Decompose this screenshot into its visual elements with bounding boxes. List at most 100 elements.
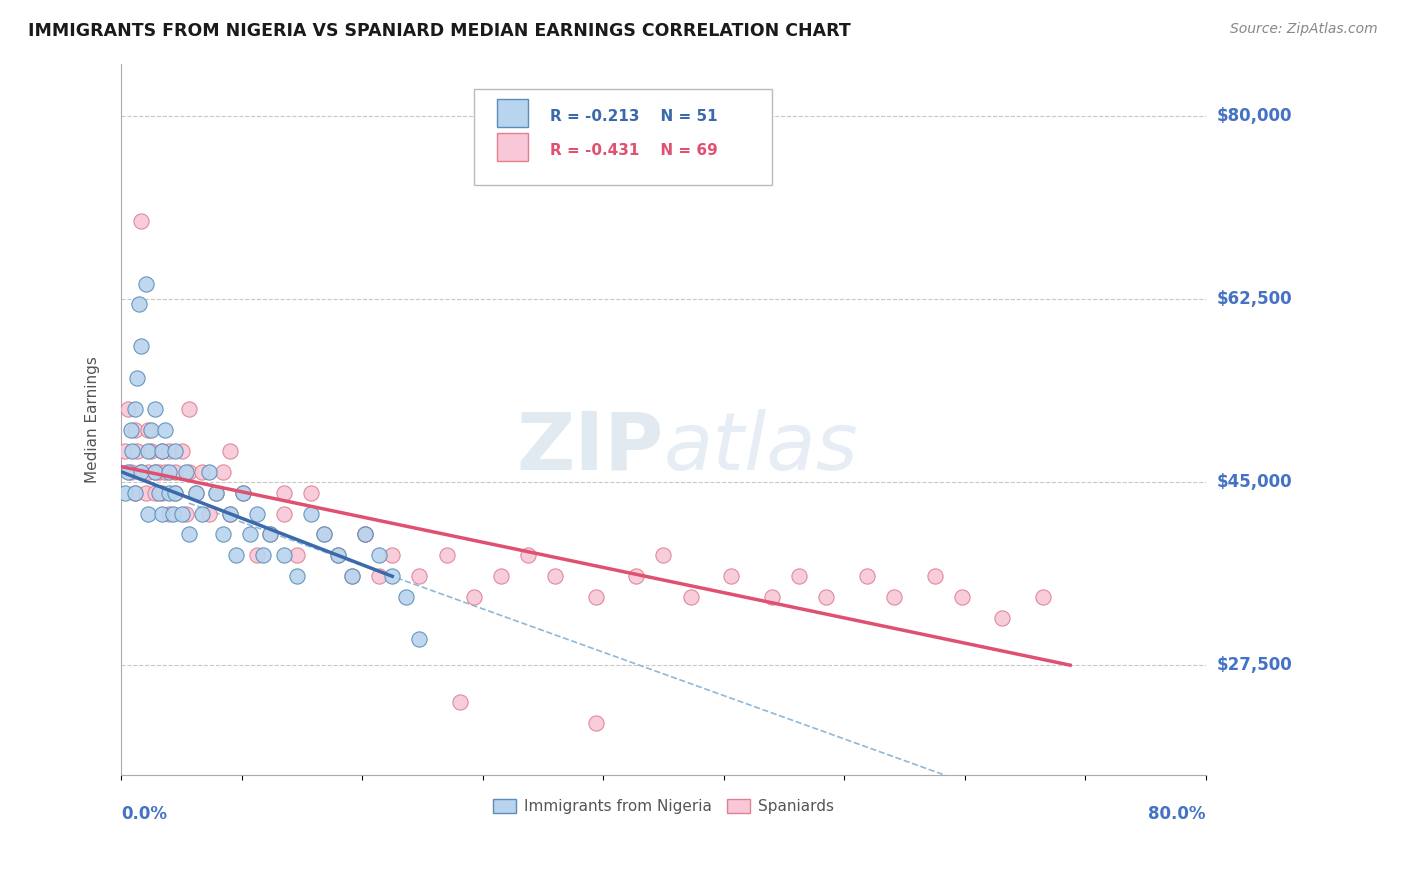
Point [157, 485, 180, 500]
Bar [498, 133, 527, 161]
Point [165, 465, 187, 479]
Point [172, 443, 194, 458]
Point [136, 423, 159, 437]
Point [287, 569, 309, 583]
Point [143, 485, 166, 500]
Point [114, 443, 136, 458]
Text: 80.0%: 80.0% [1149, 805, 1206, 823]
Point [177, 402, 200, 417]
Point [259, 527, 281, 541]
Point [787, 569, 810, 583]
Point [177, 527, 200, 541]
Point [924, 569, 946, 583]
Point [198, 507, 221, 521]
Point [246, 507, 269, 521]
Point [340, 569, 363, 583]
Point [184, 485, 207, 500]
Point [174, 507, 197, 521]
Point [136, 443, 159, 458]
Point [883, 591, 905, 605]
Point [218, 507, 240, 521]
Point [585, 715, 607, 730]
Point [211, 465, 233, 479]
Point [135, 485, 157, 500]
Point [127, 443, 149, 458]
Point [148, 485, 170, 500]
Point [991, 611, 1014, 625]
Point [626, 569, 648, 583]
Point [354, 527, 377, 541]
Point [143, 402, 166, 417]
Point [252, 549, 274, 563]
Point [761, 591, 783, 605]
Point [1032, 591, 1054, 605]
Point [124, 485, 146, 500]
Point [211, 527, 233, 541]
Point [436, 549, 458, 563]
Point [157, 507, 180, 521]
Text: R = -0.213    N = 51: R = -0.213 N = 51 [550, 109, 717, 124]
Point [489, 569, 512, 583]
Point [326, 549, 349, 563]
Point [381, 549, 404, 563]
Point [157, 465, 180, 479]
Point [367, 569, 389, 583]
Point [218, 443, 240, 458]
Point [232, 485, 254, 500]
Point [165, 485, 187, 500]
Point [174, 465, 197, 479]
Point [191, 465, 214, 479]
Point [131, 339, 153, 353]
Point [120, 423, 142, 437]
Point [198, 465, 221, 479]
Point [314, 527, 336, 541]
Point [135, 277, 157, 291]
Text: R = -0.431    N = 69: R = -0.431 N = 69 [550, 144, 717, 158]
Point [124, 423, 146, 437]
Point [120, 465, 142, 479]
Point [131, 465, 153, 479]
Point [127, 370, 149, 384]
Text: ZIP: ZIP [516, 409, 664, 487]
Text: $62,500: $62,500 [1216, 290, 1292, 309]
Text: $27,500: $27,500 [1216, 657, 1292, 674]
Point [273, 549, 295, 563]
Point [408, 632, 430, 646]
Point [131, 465, 153, 479]
Point [148, 465, 170, 479]
Point [720, 569, 742, 583]
Point [184, 485, 207, 500]
Point [299, 485, 322, 500]
Point [381, 569, 404, 583]
Point [165, 485, 187, 500]
Point [131, 214, 153, 228]
Text: $80,000: $80,000 [1216, 107, 1292, 126]
Point [340, 569, 363, 583]
Point [326, 549, 349, 563]
Point [191, 507, 214, 521]
Point [449, 695, 471, 709]
Point [136, 465, 159, 479]
Point [172, 507, 194, 521]
Point [165, 443, 187, 458]
Bar [498, 99, 527, 127]
Text: Source: ZipAtlas.com: Source: ZipAtlas.com [1230, 22, 1378, 37]
Text: IMMIGRANTS FROM NIGERIA VS SPANIARD MEDIAN EARNINGS CORRELATION CHART: IMMIGRANTS FROM NIGERIA VS SPANIARD MEDI… [28, 22, 851, 40]
Point [246, 549, 269, 563]
FancyBboxPatch shape [474, 89, 772, 185]
Point [273, 507, 295, 521]
Point [205, 485, 228, 500]
Point [367, 549, 389, 563]
Point [408, 569, 430, 583]
Point [143, 465, 166, 479]
Point [259, 527, 281, 541]
Point [162, 507, 184, 521]
Point [287, 549, 309, 563]
Point [117, 465, 139, 479]
Point [139, 423, 162, 437]
Text: 0.0%: 0.0% [121, 805, 167, 823]
Point [950, 591, 973, 605]
Point [114, 485, 136, 500]
Point [128, 297, 150, 311]
Point [395, 591, 418, 605]
